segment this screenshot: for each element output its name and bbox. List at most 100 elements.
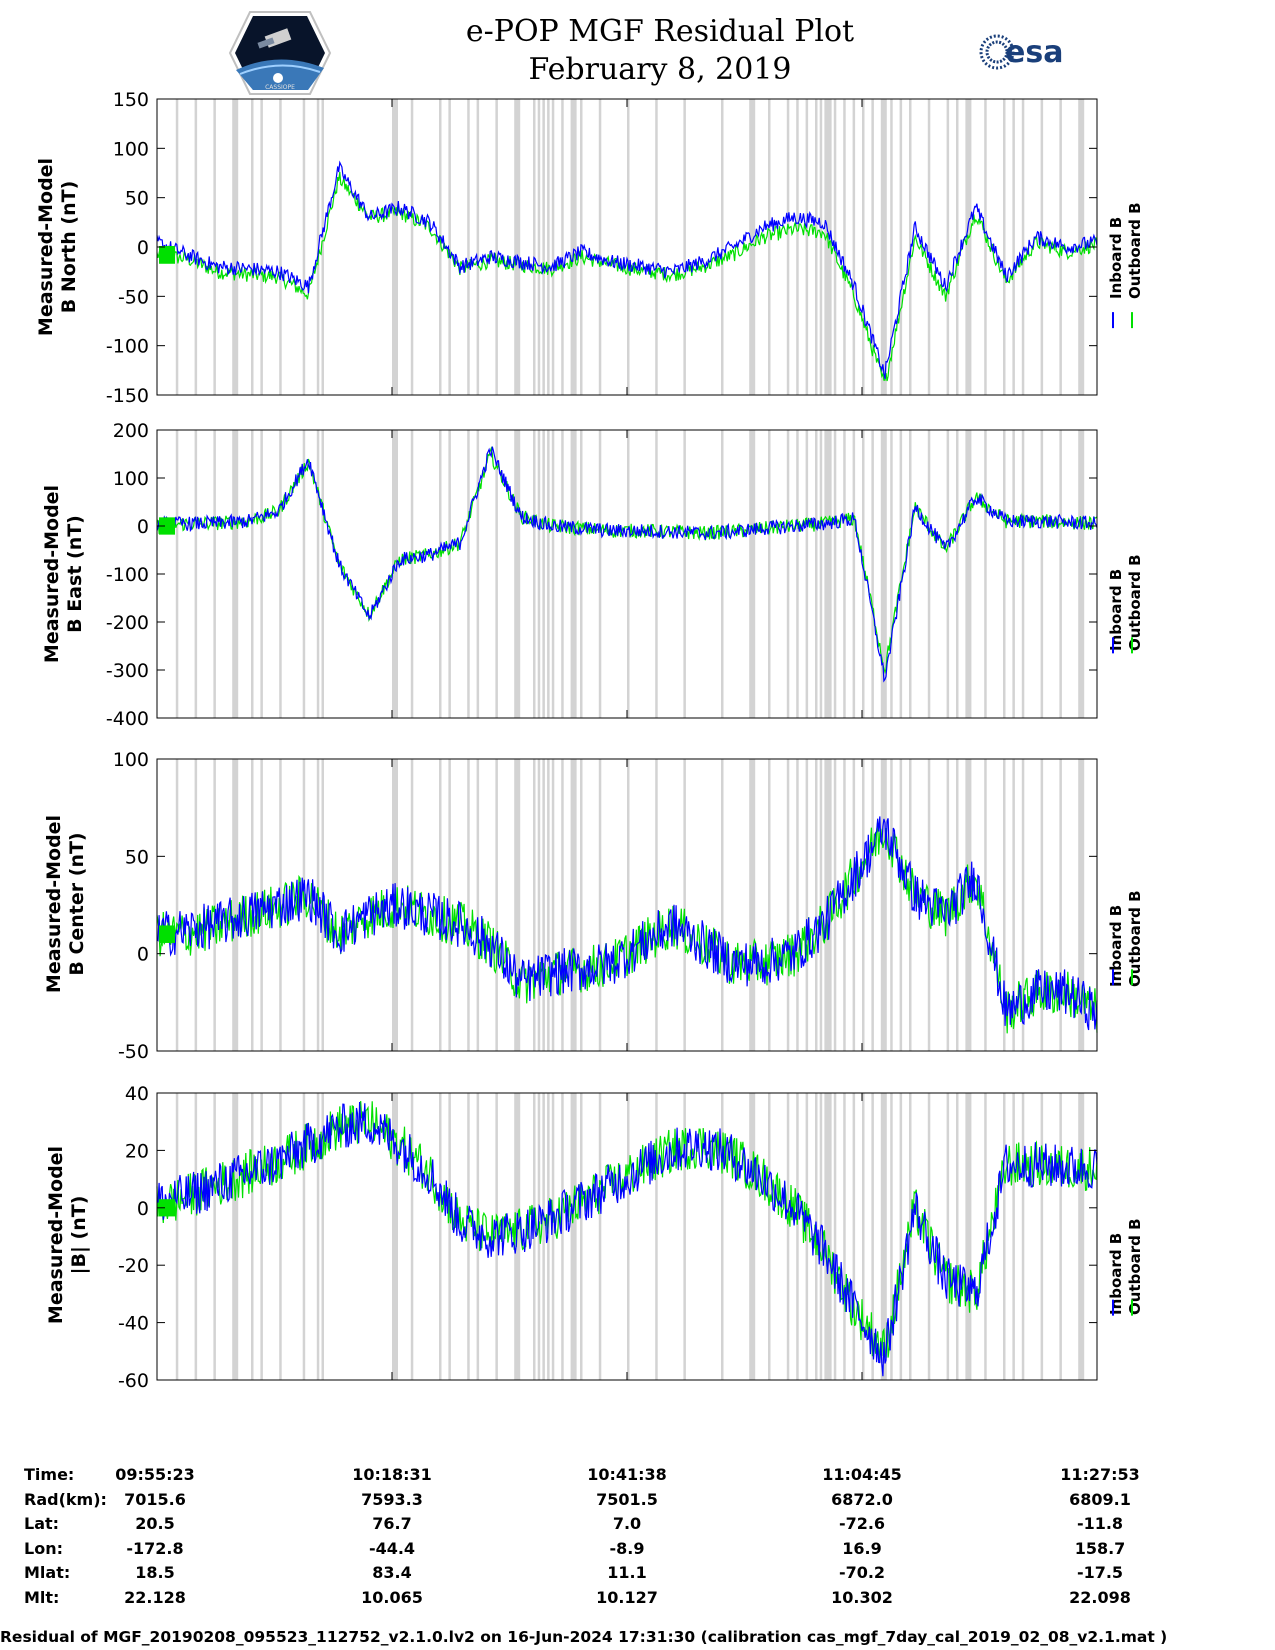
gap-stripe bbox=[843, 1093, 846, 1380]
gap-stripe bbox=[899, 1093, 903, 1380]
gap-stripe bbox=[279, 430, 282, 718]
gap-stripe bbox=[749, 99, 756, 395]
ephemeris-value: -70.2 bbox=[838, 1563, 886, 1583]
outboard-series-line bbox=[156, 821, 1098, 1034]
gap-stripe bbox=[175, 430, 179, 718]
outboard-start-patch bbox=[159, 1199, 175, 1217]
gap-stripe bbox=[547, 1093, 550, 1380]
gap-stripe bbox=[476, 99, 480, 395]
y-tick-label: -100 bbox=[106, 336, 149, 358]
ephemeris-value: 18.5 bbox=[135, 1563, 175, 1583]
gap-stripe bbox=[852, 430, 856, 718]
y-tick-label: 20 bbox=[125, 1140, 149, 1162]
gap-stripe bbox=[1059, 1093, 1062, 1380]
ephemeris-value: 76.7 bbox=[372, 1514, 412, 1534]
y-tick-label: -40 bbox=[118, 1313, 149, 1335]
gap-stripe bbox=[880, 759, 887, 1051]
gap-stripe bbox=[909, 430, 912, 718]
gap-stripe bbox=[542, 430, 545, 718]
gap-stripe bbox=[627, 430, 630, 718]
ephemeris-table: Time: 09:55:23 10:18:31 10:41:38 11:04:45 11:… bbox=[0, 1465, 1275, 1613]
gap-stripe bbox=[862, 1093, 865, 1380]
y-tick-label: -50 bbox=[118, 286, 149, 308]
gap-stripe bbox=[786, 1093, 790, 1380]
outboard-start-patch bbox=[159, 925, 175, 943]
gap-stripe bbox=[260, 1093, 263, 1380]
gap-stripe bbox=[1003, 1093, 1006, 1380]
gap-stripe bbox=[514, 759, 521, 1051]
ephemeris-value: 22.128 bbox=[124, 1587, 186, 1607]
ephemeris-value: 7501.5 bbox=[596, 1489, 658, 1509]
gap-stripe bbox=[551, 759, 555, 1051]
gap-stripe bbox=[213, 99, 216, 395]
chart-title: e-POP MGF Residual Plot bbox=[465, 14, 855, 49]
ephemeris-value: 83.4 bbox=[372, 1563, 412, 1583]
gap-stripe bbox=[279, 1093, 282, 1380]
outboard-start-patch bbox=[159, 246, 175, 264]
gap-stripe bbox=[843, 430, 846, 718]
gap-stripe bbox=[495, 759, 498, 1051]
gap-stripe bbox=[542, 1093, 545, 1380]
gap-stripe bbox=[819, 1093, 823, 1380]
gap-stripe bbox=[843, 99, 846, 395]
gap-stripe bbox=[194, 99, 198, 395]
gap-stripe bbox=[852, 99, 856, 395]
gap-stripe bbox=[1040, 99, 1044, 395]
y-tick-label: -50 bbox=[118, 1041, 149, 1063]
gap-stripe bbox=[316, 1093, 320, 1380]
gap-stripe bbox=[580, 759, 583, 1051]
ephemeris-row-label: Time: bbox=[24, 1465, 75, 1484]
gap-stripe bbox=[1012, 99, 1015, 395]
gap-stripe bbox=[410, 1093, 414, 1380]
gap-stripe bbox=[551, 99, 555, 395]
ephemeris-row-label: Lon: bbox=[24, 1538, 63, 1558]
gap-stripe bbox=[899, 759, 903, 1051]
gap-stripe bbox=[561, 99, 564, 395]
y-tick-label: 100 bbox=[113, 749, 149, 771]
gap-stripe bbox=[547, 430, 550, 718]
gap-stripe bbox=[786, 99, 790, 395]
y-tick-label: -400 bbox=[106, 708, 149, 730]
gap-stripe bbox=[495, 430, 498, 718]
gap-stripe bbox=[1012, 1093, 1015, 1380]
gap-stripe bbox=[899, 99, 903, 395]
gap-stripe bbox=[871, 759, 874, 1051]
gap-stripe bbox=[194, 430, 198, 718]
gap-stripe bbox=[1078, 759, 1085, 1051]
gap-stripe bbox=[829, 1093, 832, 1380]
gap-stripe bbox=[824, 1093, 831, 1380]
gap-stripe bbox=[392, 430, 398, 718]
gap-stripe bbox=[965, 430, 972, 718]
gap-stripe bbox=[533, 430, 536, 718]
gap-stripe bbox=[533, 99, 536, 395]
y-tick-label: 0 bbox=[137, 1198, 149, 1220]
gap-stripe bbox=[1059, 430, 1062, 718]
gap-stripe bbox=[467, 430, 470, 718]
gap-stripe bbox=[476, 430, 480, 718]
gap-stripe bbox=[598, 430, 602, 718]
gap-stripe bbox=[194, 759, 198, 1051]
ephemeris-row-label: Mlt: bbox=[24, 1587, 60, 1607]
gap-stripe bbox=[410, 99, 414, 395]
gap-stripe bbox=[279, 99, 282, 395]
gap-stripe bbox=[537, 1093, 541, 1380]
gap-stripe bbox=[448, 1093, 451, 1380]
gap-stripe bbox=[1078, 1093, 1085, 1380]
gap-stripe bbox=[683, 430, 686, 718]
gap-stripe bbox=[570, 1093, 577, 1380]
svg-text:CASSIOPE: CASSIOPE bbox=[265, 84, 295, 91]
ephemeris-value: 7.0 bbox=[612, 1514, 642, 1534]
gap-stripe bbox=[965, 759, 972, 1051]
gap-stripe bbox=[833, 430, 837, 718]
gap-stripe bbox=[561, 759, 564, 1051]
y-tick-label: -200 bbox=[106, 612, 149, 634]
svg-text:esa: esa bbox=[1005, 35, 1063, 70]
gap-stripe bbox=[542, 759, 545, 1051]
ephemeris-row-label: Mlat: bbox=[24, 1563, 71, 1583]
gap-stripe bbox=[721, 759, 724, 1051]
gap-stripe bbox=[1012, 430, 1015, 718]
footer-caption: Residual of MGF_20190208_095523_112752_v… bbox=[0, 1628, 1168, 1646]
gap-stripe bbox=[467, 1093, 470, 1380]
gap-stripe bbox=[439, 759, 442, 1051]
gap-stripe bbox=[871, 1093, 874, 1380]
